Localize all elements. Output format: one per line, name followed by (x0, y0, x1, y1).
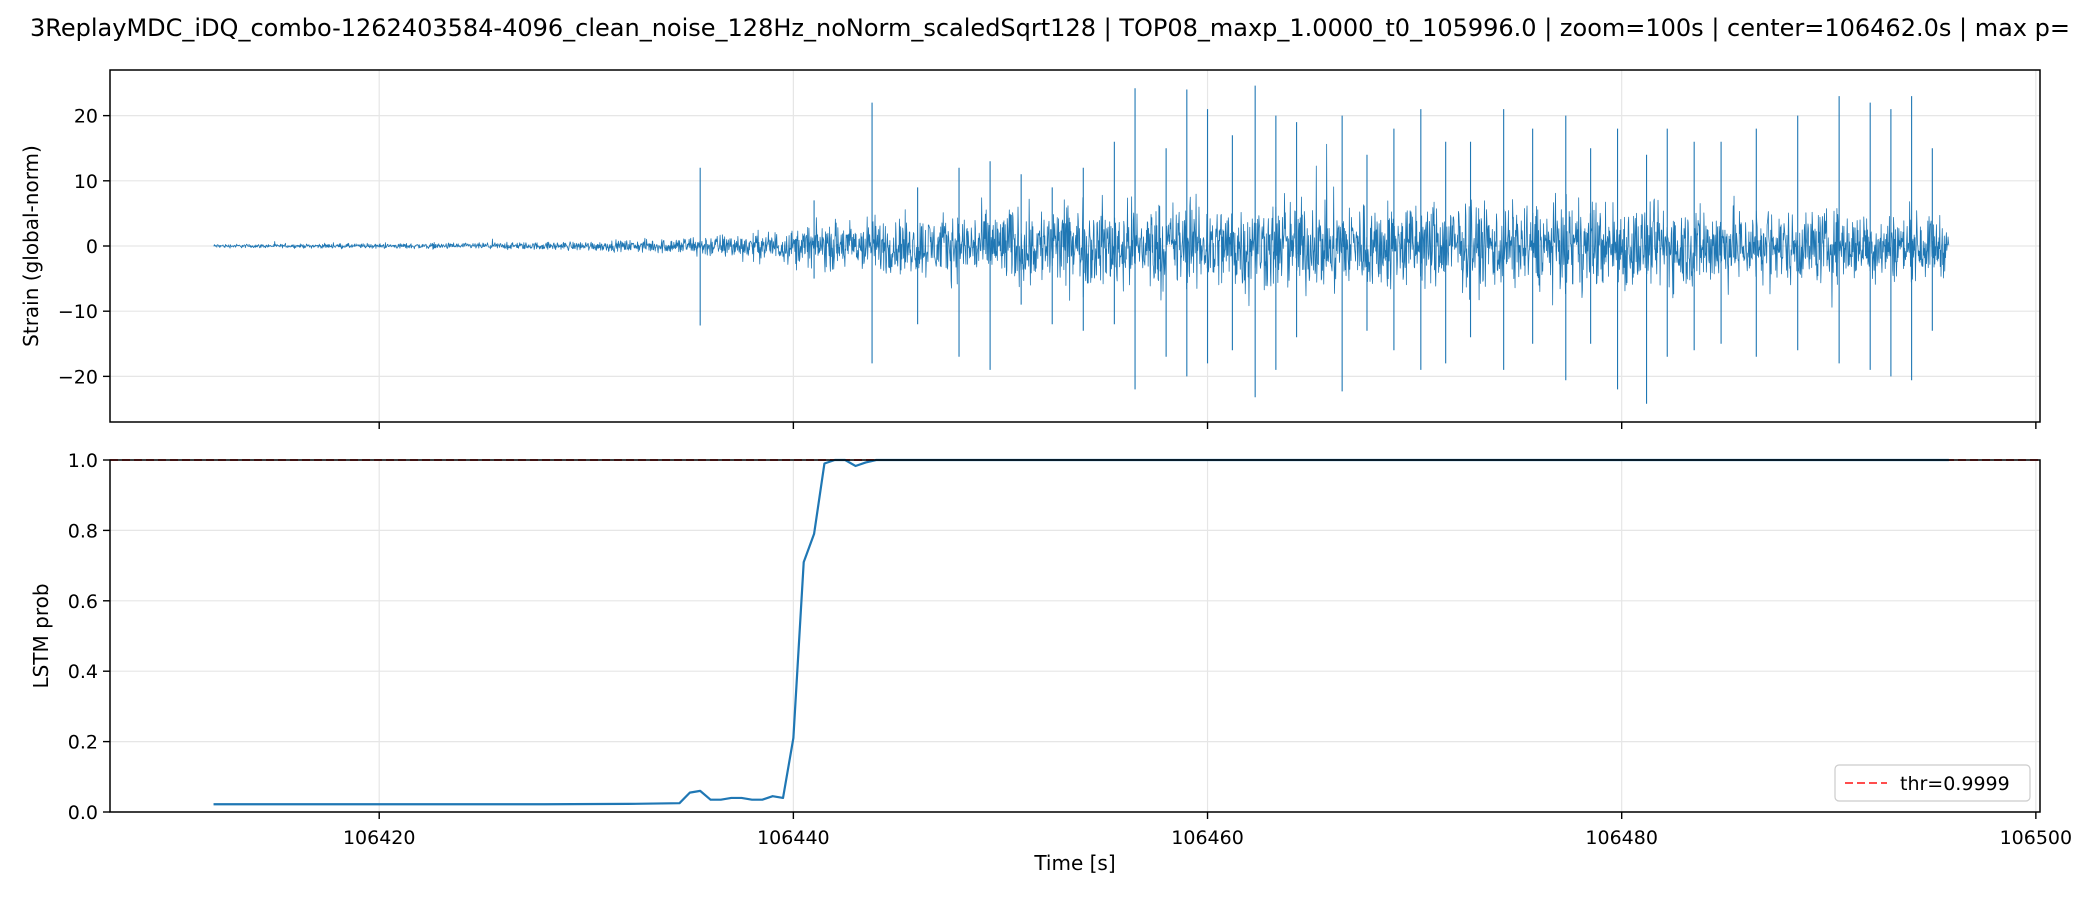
x-axis-label: Time [s] (1033, 851, 1115, 875)
strain-y-tick-label: 20 (74, 106, 98, 128)
strain-y-tick-label: −20 (58, 366, 98, 388)
probability-y-tick-label: 0.0 (68, 802, 98, 824)
strain-trace (213, 85, 1950, 404)
probability-grid (110, 459, 2040, 813)
probability-x-tick-label: 106460 (1171, 827, 1244, 849)
probability-y-tick-label: 0.6 (68, 591, 98, 613)
probability-ticks: 106420 106440 106460 106480 106500 0.0 0.2 0.4 0… (68, 450, 2072, 849)
strain-y-tick-label: 10 (74, 171, 98, 193)
legend-threshold-label: thr=0.9999 (1900, 773, 2010, 795)
probability-y-axis-label: LSTM prob (29, 583, 53, 688)
strain-y-tick-label: −10 (58, 301, 98, 323)
probability-y-tick-label: 0.8 (68, 520, 98, 542)
strain-y-axis-label: Strain (global-norm) (19, 145, 43, 347)
strain-noise-line (213, 143, 1950, 308)
lstm-probability-line (213, 458, 1949, 806)
probability-y-tick-label: 1.0 (68, 450, 98, 472)
probability-x-tick-label: 106500 (2000, 827, 2073, 849)
probability-y-tick-label: 0.4 (68, 661, 98, 683)
strain-y-tick-label: 0 (86, 236, 98, 258)
probability-x-tick-label: 106480 (1585, 827, 1658, 849)
legend: thr=0.9999 (1834, 764, 2031, 802)
legend-box (1834, 764, 2031, 802)
probability-y-tick-label: 0.2 (68, 732, 98, 754)
probability-x-tick-label: 106420 (343, 827, 416, 849)
strain-panel: −20 −10 0 10 20 Strain (global-norm) (19, 69, 2041, 429)
strain-ticks: −20 −10 0 10 20 (58, 106, 2037, 429)
strain-grid (110, 70, 2040, 422)
figure-title: 3ReplayMDC_iDQ_combo-1262403584-4096_cle… (30, 14, 2070, 42)
probability-panel: 106420 106440 106460 106480 106500 0.0 0.2 0.4 0… (29, 450, 2072, 875)
probability-axes-frame (109, 459, 2041, 813)
probability-x-tick-label: 106440 (757, 827, 830, 849)
probability-trace (213, 458, 1949, 806)
